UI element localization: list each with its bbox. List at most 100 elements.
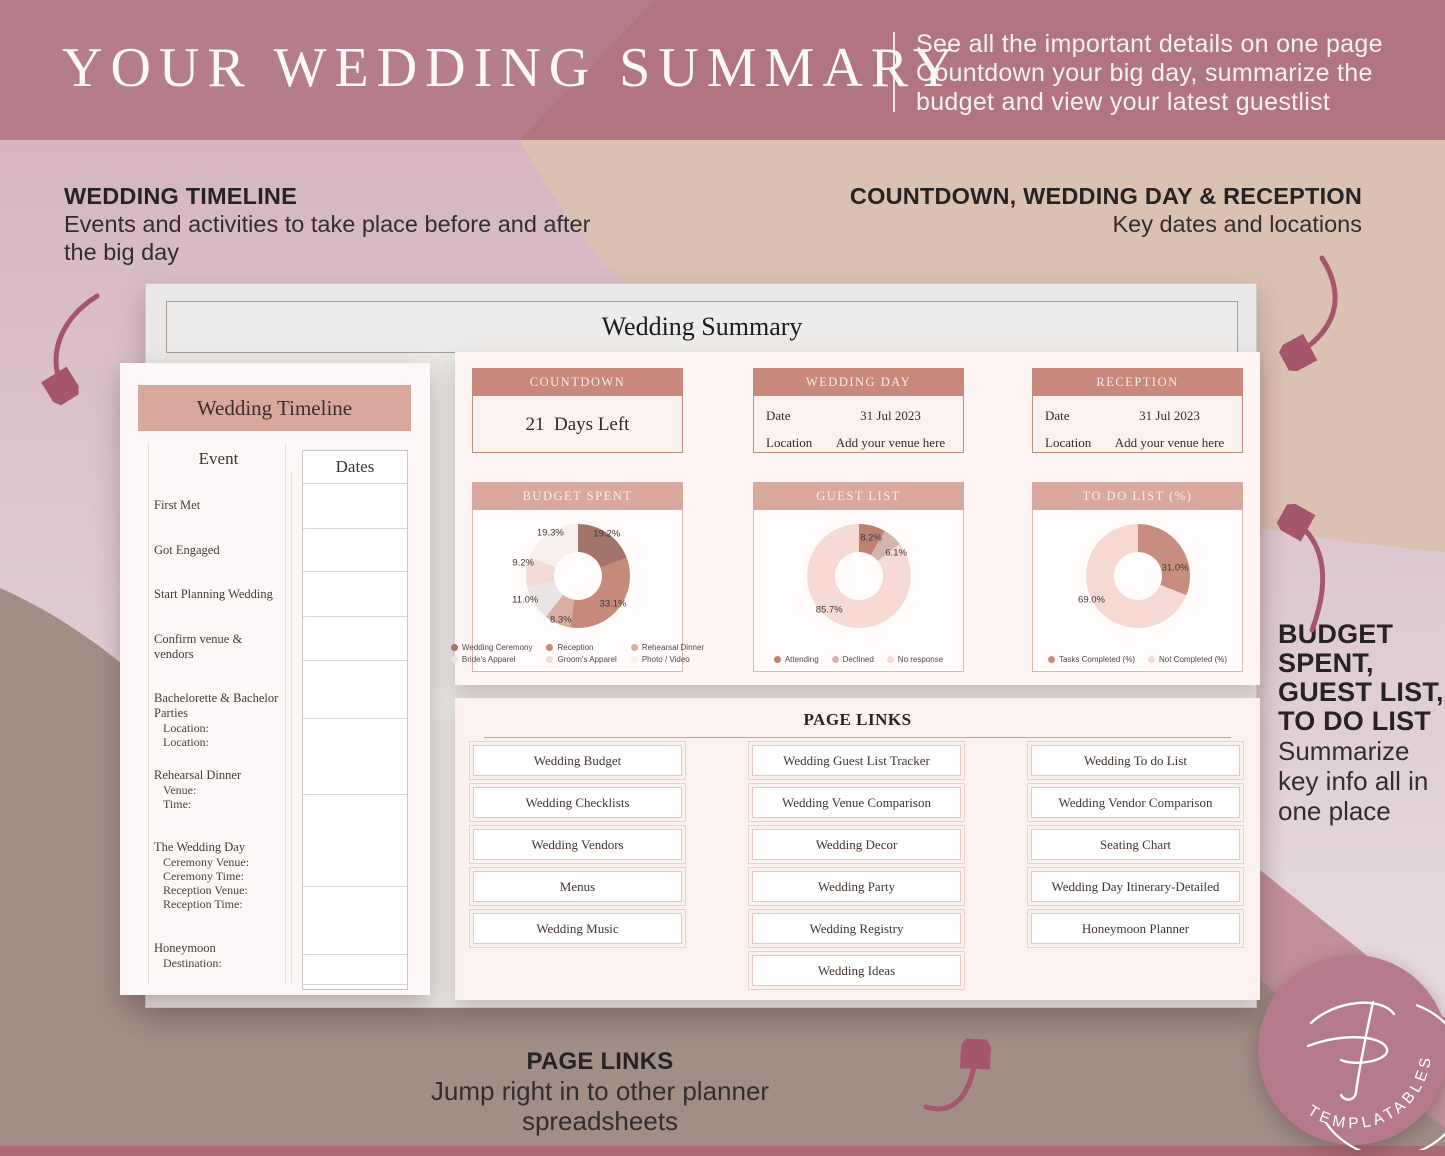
donut-area: 8.2% 6.1% 85.7% xyxy=(754,513,963,639)
wedding-timeline-card: Wedding Timeline Event First Met Got Enga… xyxy=(120,363,430,995)
legend-label: Photo / Video xyxy=(641,655,690,664)
callout-desc: Events and activities to take place befo… xyxy=(64,211,591,265)
donut-chart xyxy=(525,524,630,628)
date-cell[interactable] xyxy=(303,887,407,955)
legend-item: Tasks Completed (%) xyxy=(1047,655,1135,664)
page-link-button[interactable]: Seating Chart xyxy=(1031,829,1240,860)
page-link-button[interactable]: Wedding Decor xyxy=(752,829,961,860)
legend-dot-icon xyxy=(1148,656,1155,663)
legend-item: Reception xyxy=(546,643,616,652)
page-links-grid: Wedding Budget Wedding Guest List Tracker… xyxy=(473,745,1240,986)
page-link-button[interactable]: Wedding Ideas xyxy=(752,955,961,986)
date-cell[interactable] xyxy=(303,484,407,529)
donut-percentage-label: 85.7% xyxy=(815,604,843,616)
legend-item: Groom's Apparel xyxy=(546,655,617,664)
reception-card-title: RECEPTION xyxy=(1032,368,1243,396)
timeline-event-label: Got Engaged xyxy=(154,543,220,557)
page-link-button[interactable]: Wedding Checklists xyxy=(473,787,682,818)
page-link-button[interactable]: Wedding Vendors xyxy=(473,829,682,860)
page-link-button[interactable]: Wedding Venue Comparison xyxy=(752,787,961,818)
callout-desc: Summarize key info all in one place xyxy=(1278,736,1429,826)
legend-item: Photo / Video xyxy=(630,655,704,664)
countdown-card-title: COUNTDOWN xyxy=(472,368,683,396)
page-link-button[interactable]: Wedding Party xyxy=(752,871,961,902)
date-cell[interactable] xyxy=(303,719,407,795)
chart-card: BUDGET SPENT 19.2% 33.1% 8.3% 11.0% 9.2% 19.3… xyxy=(450,482,704,672)
legend-item: Bride's Apparel xyxy=(450,655,533,664)
field-label: Date xyxy=(766,408,791,423)
chart-card: GUEST LIST 8.2% 6.1% 85.7% Attending Declin… xyxy=(753,482,964,672)
date-cell[interactable] xyxy=(303,795,407,887)
timeline-event: First Met xyxy=(154,498,283,513)
field-label: Location xyxy=(766,435,813,450)
legend-label: Bride's Apparel xyxy=(461,655,516,664)
page-link-button[interactable]: Honeymoon Planner xyxy=(1031,913,1240,944)
page-link-button[interactable]: Wedding Vendor Comparison xyxy=(1031,787,1240,818)
date-cell[interactable] xyxy=(303,572,407,617)
timeline-event: The Wedding Day Ceremony Venue: Ceremony T… xyxy=(154,840,283,911)
chart-title: TO DO LIST (%) xyxy=(1032,482,1243,510)
callout-title: COUNTDOWN, WEDDING DAY & RECEPTION xyxy=(849,183,1362,209)
bg-header-highlight xyxy=(0,0,655,140)
date-cell[interactable] xyxy=(303,955,407,985)
legend-item: No response xyxy=(886,655,943,664)
bg-header-band xyxy=(0,0,1445,140)
callout-desc: Jump right in to other planner spreadshe… xyxy=(430,1076,770,1136)
page-link-button[interactable]: Wedding Registry xyxy=(752,913,961,944)
countdown-card: COUNTDOWN 21 Days Left xyxy=(472,368,683,453)
donut-percentage-label: 11.0% xyxy=(512,594,539,606)
chart-legend: Tasks Completed (%) Not Completed (%) xyxy=(1037,655,1238,664)
donut-chart xyxy=(1085,524,1190,628)
donut-percentage-label: 8.3% xyxy=(549,614,572,626)
timeline-event-column: Event First Met Got Engaged Start Planning… xyxy=(148,443,286,984)
field-value: 31 Jul 2023 xyxy=(860,408,921,423)
callout-summary-charts: BUDGET SPENT, GUEST LIST, TO DO LIST Sum… xyxy=(1278,620,1444,827)
wedding-day-date-row: Date 31 Jul 2023 xyxy=(766,408,953,424)
tagline-line: Countdown your big day, summarize the xyxy=(916,59,1373,87)
donut-percentage-label: 69.0% xyxy=(1078,594,1105,606)
bg-bottom-strip xyxy=(0,1146,1445,1156)
timeline-column-header-dates: Dates xyxy=(303,451,407,484)
reception-location-row: Location Add your venue here xyxy=(1045,435,1232,451)
summary-panel: COUNTDOWN 21 Days Left WEDDING DAY Date … xyxy=(450,352,1260,685)
chart-card: TO DO LIST (%) 31.0% 69.0% Tasks Complete… xyxy=(1032,482,1243,672)
timeline-card-title: Wedding Timeline xyxy=(138,385,411,431)
legend-item: Declined xyxy=(831,655,874,664)
timeline-event: Start Planning Wedding xyxy=(154,587,283,602)
legend-label: Declined xyxy=(842,655,874,664)
legend-dot-icon xyxy=(450,644,458,651)
donut-percentage-label: 19.2% xyxy=(593,528,621,540)
field-value[interactable]: Add your venue here xyxy=(1114,435,1225,450)
page-link-button[interactable]: Wedding Day Itinerary-Detailed xyxy=(1031,871,1240,902)
callout-title: PAGE LINKS xyxy=(526,1048,674,1075)
page-link-button[interactable]: Wedding Budget xyxy=(473,745,682,776)
legend-label: Rehearsal Dinner xyxy=(641,643,705,652)
donut-area: 31.0% 69.0% xyxy=(1033,513,1242,639)
callout-desc: Key dates and locations xyxy=(1112,211,1362,237)
date-cell[interactable] xyxy=(303,661,407,719)
field-value[interactable]: Add your venue here xyxy=(835,435,946,450)
donut-percentage-label: 33.1% xyxy=(599,598,627,610)
sheet-title-bar: Wedding Summary xyxy=(166,301,1238,353)
page-link-button[interactable]: Wedding Music xyxy=(473,913,682,944)
timeline-event-list: First Met Got Engaged Start Planning Weddi… xyxy=(154,498,283,970)
legend-dot-icon xyxy=(546,644,554,651)
bg-taupe-blob xyxy=(0,588,1445,1156)
timeline-event-label: The Wedding Day xyxy=(154,840,246,854)
timeline-event-subfield: Reception Venue: xyxy=(163,883,248,897)
legend-dot-icon xyxy=(773,656,781,663)
date-cell[interactable] xyxy=(303,529,407,572)
templatables-logo: TEMPLATABLES xyxy=(1253,950,1445,1156)
wedding-day-card: WEDDING DAY Date 31 Jul 2023 Location Ad… xyxy=(753,368,964,453)
donut-hole xyxy=(553,552,602,600)
page-link-button[interactable]: Wedding To do List xyxy=(1031,745,1240,776)
timeline-event: Bachelorette & Bachelor Parties Location:… xyxy=(154,691,283,749)
legend-item: Rehearsal Dinner xyxy=(630,643,705,652)
page-link-button[interactable]: Menus xyxy=(473,871,682,902)
timeline-event: Rehearsal Dinner Venue: Time: xyxy=(154,768,283,811)
logo-monogram-icon xyxy=(1306,1000,1396,1101)
date-cell[interactable] xyxy=(303,617,407,661)
page-link-button[interactable]: Wedding Guest List Tracker xyxy=(752,745,961,776)
donut-area: 19.2% 33.1% 8.3% 11.0% 9.2% 19.3% xyxy=(473,513,682,639)
legend-dot-icon xyxy=(546,656,554,663)
